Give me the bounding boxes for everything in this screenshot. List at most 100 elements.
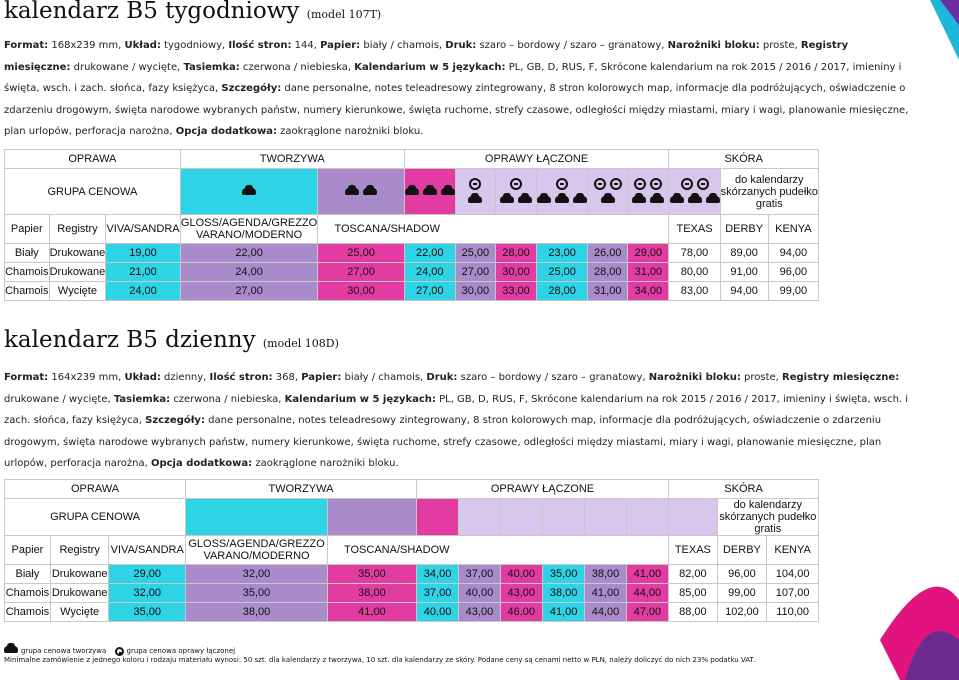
price-cell: 25,00 bbox=[536, 262, 589, 282]
col-derby: DERBY bbox=[716, 535, 768, 565]
section1-price-table: OPRAWA TWORZYWA OPRAWY ŁĄCZONE SKÓRA GRUPA C… bbox=[4, 149, 820, 301]
spec-value: 368, bbox=[272, 372, 302, 383]
steering-wheel-icon bbox=[593, 177, 606, 190]
row-papier: Chamois bbox=[4, 262, 50, 282]
car-icon bbox=[518, 192, 532, 203]
col-derby: DERBY bbox=[719, 214, 769, 244]
group-oprawy-laczone: OPRAWY ŁĄCZONE bbox=[403, 149, 670, 169]
price-cell: 91,00 bbox=[719, 262, 769, 282]
spec-label: Registry miesięczne: bbox=[4, 40, 849, 73]
price-group-cell bbox=[499, 498, 543, 536]
spec-value: szaro – bordowy / szaro – granatowy, bbox=[476, 40, 668, 51]
price-group-cell bbox=[326, 498, 417, 536]
price-cell: 110,00 bbox=[766, 602, 819, 622]
group-skora: SKÓRA bbox=[668, 149, 819, 169]
price-cell: 89,00 bbox=[719, 243, 769, 263]
price-cell: 30,00 bbox=[454, 281, 496, 301]
price-cell: 35,00 bbox=[108, 602, 187, 622]
spec-label: Szczegóły: bbox=[145, 415, 205, 426]
spec-label: Registry miesięczne: bbox=[782, 372, 900, 383]
spec-value: PL, GB, D, RUS, F, Skrócone kalendarium … bbox=[4, 61, 902, 95]
price-cell: 38,00 bbox=[541, 583, 586, 603]
price-cell: 78,00 bbox=[668, 243, 721, 263]
price-cell: 35,00 bbox=[326, 564, 417, 584]
spec-value: proste, bbox=[740, 372, 783, 383]
price-cell: 83,00 bbox=[668, 281, 721, 301]
car-icon bbox=[4, 643, 18, 653]
table-row: Biały Drukowane 29,00 32,00 35,00 34,00 37,00 4… bbox=[4, 564, 819, 584]
spec-value: dane personalne, notes teleadresowy zint… bbox=[4, 415, 882, 469]
price-cell: 27,00 bbox=[403, 281, 456, 301]
spec-value: czerwona / niebieska, bbox=[170, 393, 285, 405]
price-cell: 33,00 bbox=[494, 281, 538, 301]
steering-wheel-icon bbox=[634, 177, 647, 190]
spec-label: Druk: bbox=[445, 40, 477, 51]
price-cell: 107,00 bbox=[766, 583, 819, 603]
price-cell: 85,00 bbox=[668, 583, 718, 603]
row-registry: Drukowane bbox=[49, 564, 110, 584]
legend: grupa cenowa tworzywa grupa cenowa opraw… bbox=[4, 643, 235, 656]
price-group-cell bbox=[587, 168, 629, 215]
price-cell: 46,00 bbox=[499, 602, 543, 622]
price-cell: 40,00 bbox=[499, 564, 543, 584]
price-cell: 44,00 bbox=[625, 583, 670, 603]
car-icon bbox=[600, 192, 615, 203]
price-cell: 104,00 bbox=[766, 564, 819, 584]
price-cell: 80,00 bbox=[668, 262, 721, 282]
price-cell: 96,00 bbox=[716, 564, 768, 584]
price-cell: 44,00 bbox=[584, 602, 627, 622]
price-cell: 37,00 bbox=[458, 564, 501, 584]
spec-label: Druk: bbox=[426, 372, 458, 383]
spec-label: Narożniki bloku: bbox=[667, 40, 760, 51]
price-cell: 94,00 bbox=[719, 281, 769, 301]
car-icon bbox=[242, 184, 257, 195]
price-cell: 27,00 bbox=[179, 281, 319, 301]
price-cell: 94,00 bbox=[767, 243, 820, 263]
price-cell: 24,00 bbox=[179, 262, 319, 282]
car-icon bbox=[345, 184, 360, 195]
price-cell: 30,00 bbox=[494, 262, 538, 282]
price-cell: 102,00 bbox=[716, 602, 768, 622]
steering-wheel-icon bbox=[510, 177, 522, 190]
spec-label: Tasiemka: bbox=[183, 61, 240, 73]
price-group-cell bbox=[627, 168, 670, 215]
footer-note: Minimalne zamówienie z jednego koloru i … bbox=[4, 656, 756, 664]
group-oprawa: OPRAWA bbox=[3, 479, 187, 499]
price-cell: 26,00 bbox=[587, 243, 629, 263]
price-group-cell bbox=[185, 498, 328, 536]
price-cell: 25,00 bbox=[317, 243, 405, 263]
car-icon bbox=[650, 192, 665, 203]
col-texas: TEXAS bbox=[668, 535, 718, 565]
spec-label: Format: bbox=[4, 372, 49, 383]
steering-wheel-icon bbox=[680, 177, 693, 190]
price-group-cell bbox=[403, 168, 456, 215]
price-cell: 41,00 bbox=[584, 583, 627, 603]
col-registry: Registry bbox=[49, 535, 110, 565]
table-row: Chamois Wycięte 24,00 27,00 30,00 27,00 30,00 3… bbox=[4, 281, 820, 301]
steering-wheel-icon bbox=[650, 177, 663, 190]
spec-label: Narożniki bloku: bbox=[648, 372, 741, 383]
col-material-viva: VIVA/SANDRA bbox=[108, 535, 187, 565]
price-cell: 31,00 bbox=[627, 262, 670, 282]
price-cell: 32,00 bbox=[185, 564, 328, 584]
spec-value: 164x239 mm, bbox=[48, 372, 125, 383]
car-icon bbox=[404, 184, 419, 195]
grupa-cenowa: GRUPA CENOWA bbox=[4, 168, 181, 215]
spec-value: 168x239 mm, bbox=[48, 40, 125, 51]
section1-model: (model 107T) bbox=[306, 8, 382, 21]
price-group-cell bbox=[584, 498, 627, 536]
gratis-note: do kalendarzy skórzanych pudełko gratis bbox=[719, 168, 820, 215]
table-row: Biały Drukowane 19,00 22,00 25,00 22,00 25,00 2… bbox=[4, 243, 820, 263]
spec-value: proste, bbox=[759, 40, 801, 51]
group-oprawy-laczone: OPRAWY ŁĄCZONE bbox=[415, 479, 670, 499]
price-cell: 38,00 bbox=[326, 583, 417, 603]
car-icon bbox=[555, 192, 570, 203]
group-skora: SKÓRA bbox=[668, 479, 819, 499]
spec-value: zaokrąglone narożniki bloku. bbox=[276, 126, 424, 137]
steering-wheel-icon bbox=[469, 177, 482, 190]
spec-label: Kalendarium w 5 językach: bbox=[284, 393, 436, 405]
steering-wheel-icon bbox=[556, 177, 569, 190]
row-papier: Biały bbox=[4, 243, 50, 263]
car-icon bbox=[573, 192, 588, 203]
price-cell: 22,00 bbox=[403, 243, 456, 263]
